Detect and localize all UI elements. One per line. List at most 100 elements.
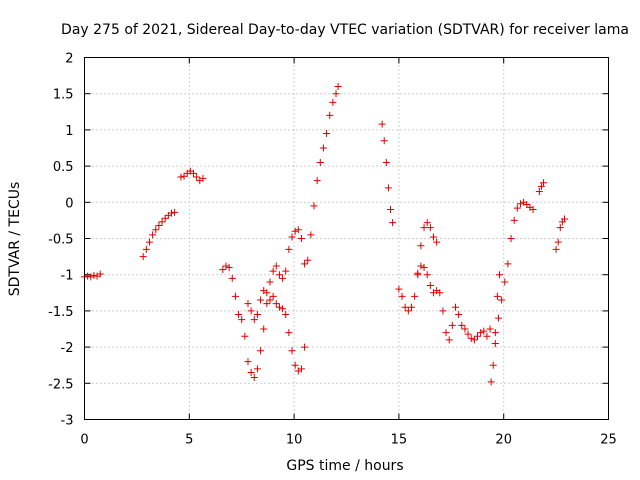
data-point [263,300,271,308]
data-point [282,267,290,275]
y-tick-label: 0 [65,196,73,211]
data-point [382,158,390,166]
data-point [486,325,494,333]
data-point [269,267,277,275]
data-point [142,245,150,253]
data-point [529,206,537,214]
x-tick-label: 0 [80,433,88,448]
data-point [288,347,296,355]
y-tick-label: -2 [61,341,74,356]
data-point [158,218,166,226]
y-tick-label: 0.5 [53,160,74,175]
x-tick-label: 25 [600,433,617,448]
data-point [483,332,491,340]
data-point [310,202,318,210]
data-point [398,292,406,300]
data-point [193,173,201,181]
data-point [556,224,564,232]
data-point [291,227,299,235]
data-point [445,336,453,344]
y-tick-label: 1 [65,124,73,139]
data-point [417,262,425,270]
data-point [426,224,434,232]
y-tick-label: 2 [65,52,73,67]
data-point [297,365,305,373]
data-point [145,238,153,246]
data-point [250,316,258,324]
data-point [266,278,274,286]
data-point [253,365,261,373]
y-tick-label: -1 [61,269,74,284]
data-point [477,329,485,337]
data-point [291,361,299,369]
data-point [288,233,296,241]
data-point [167,209,175,217]
data-point [491,339,499,347]
data-point [326,111,334,119]
data-point [253,311,261,319]
data-point [247,307,255,315]
data-point [537,182,545,190]
data-point [279,305,287,313]
data-point [380,137,388,145]
data-point [426,282,434,290]
data-point [285,329,293,337]
data-point [487,378,495,386]
data-point [480,327,488,335]
data-point [275,271,283,279]
data-point [489,361,497,369]
data-point [494,314,502,322]
data-point [423,271,431,279]
plot-frame [84,57,609,420]
data-point [474,332,481,340]
data-point [458,321,466,329]
data-point [155,221,163,229]
chart-title: Day 275 of 2021, Sidereal Day-to-day VTE… [61,22,629,38]
data-point [411,292,419,300]
data-point [491,329,499,337]
data-point [429,233,437,241]
data-point [294,226,302,234]
data-point [269,292,277,300]
data-point [420,263,428,271]
x-tick-label: 15 [391,433,408,448]
data-point [301,343,309,351]
x-tick-label: 5 [185,433,193,448]
data-point [247,368,255,376]
x-tick-label: 20 [495,433,512,448]
data-point [407,303,415,311]
data-point [304,256,312,264]
data-point [389,219,397,227]
data-point [313,177,321,185]
data-point [87,273,95,281]
data-point [301,260,309,268]
data-point [241,332,249,340]
data-point [231,292,239,300]
data-point [275,303,283,311]
x-tick-label: 10 [286,433,303,448]
data-point [257,296,265,304]
data-point [263,289,271,297]
y-tick-label: -0.5 [48,233,73,248]
data-point [467,334,475,342]
data-point [395,285,403,293]
data-point [177,173,185,181]
data-point [84,272,92,280]
y-tick-label: 1.5 [53,88,74,103]
data-point [540,179,548,187]
data-point [470,336,478,344]
data-point [171,208,179,216]
data-point [266,296,274,304]
data-point [244,358,252,366]
data-point [199,174,207,182]
x-axis-label: GPS time / hours [286,458,403,474]
data-point [96,270,104,278]
data-point [285,245,293,253]
data-point [228,274,236,282]
data-point [439,307,447,315]
data-point [451,303,459,311]
data-point [516,200,524,208]
data-point [387,206,395,214]
data-point [464,330,472,338]
